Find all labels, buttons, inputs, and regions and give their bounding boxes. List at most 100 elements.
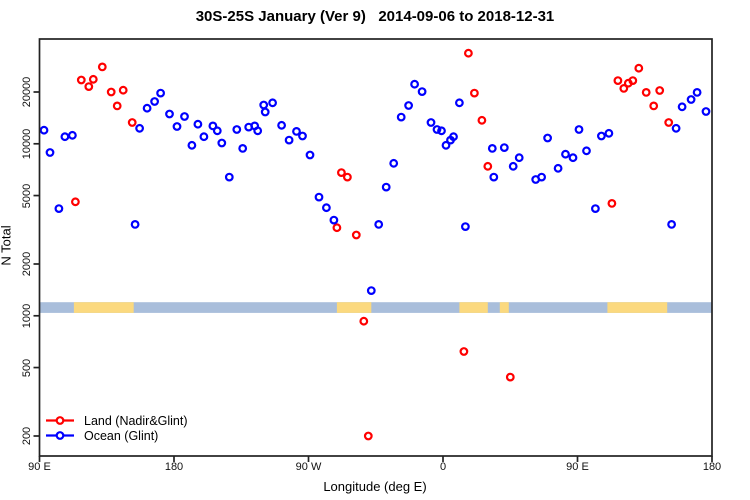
- data-point-land: [459, 347, 469, 356]
- data-point-ocean: [305, 150, 315, 160]
- data-point-land: [337, 168, 346, 178]
- surface-band-land-segment: [336, 302, 372, 313]
- legend-item-land: Land (Nadir&Glint): [44, 413, 188, 428]
- data-point-land: [477, 115, 487, 125]
- data-point-ocean: [537, 172, 546, 182]
- data-point-land: [607, 198, 617, 208]
- data-point-ocean: [568, 153, 578, 163]
- data-point-ocean: [314, 192, 324, 202]
- data-point-ocean: [553, 163, 563, 173]
- data-point-ocean: [437, 126, 446, 136]
- data-point-land: [118, 85, 128, 95]
- data-point-ocean: [366, 286, 376, 296]
- x-tick-label: 0: [439, 461, 447, 473]
- data-point-ocean: [426, 118, 436, 127]
- data-point-ocean: [455, 98, 464, 108]
- data-point-ocean: [268, 98, 278, 108]
- data-point-ocean: [165, 109, 174, 119]
- x-axis-title: Longitude (deg E): [323, 479, 427, 494]
- data-point-ocean: [667, 219, 676, 229]
- y-tick-label: 500: [21, 358, 33, 377]
- data-point-land: [106, 87, 116, 97]
- data-point-ocean: [135, 123, 145, 133]
- x-tick-label: 90 W: [295, 461, 322, 473]
- x-tick-label: 180: [702, 461, 722, 473]
- data-point-ocean: [156, 88, 166, 98]
- surface-band-land-segment: [459, 302, 488, 313]
- plot-border: [38, 38, 713, 457]
- data-point-land: [464, 48, 473, 58]
- data-point-ocean: [172, 122, 182, 131]
- data-point-ocean: [45, 148, 55, 157]
- data-point-land: [363, 431, 373, 441]
- data-point-ocean: [508, 161, 518, 171]
- data-point-land: [84, 82, 94, 91]
- data-point-ocean: [489, 172, 499, 182]
- y-tick-label: 2000: [21, 251, 33, 277]
- data-point-ocean: [39, 125, 49, 135]
- data-point-land: [97, 62, 107, 72]
- data-point-ocean: [150, 97, 160, 106]
- data-point-ocean: [322, 203, 331, 213]
- data-point-land: [619, 83, 629, 93]
- legend: Land (Nadir&Glint) Ocean (Glint): [44, 413, 188, 443]
- data-point-ocean: [389, 158, 399, 168]
- data-point-ocean: [142, 103, 152, 113]
- data-point-ocean: [212, 126, 222, 136]
- y-axis-title: N Total: [0, 225, 14, 266]
- x-tick-label: 90 E: [28, 461, 51, 473]
- data-point-ocean: [253, 126, 263, 136]
- data-point-ocean: [461, 222, 470, 232]
- data-point-ocean: [686, 95, 696, 104]
- ocean-series-marker-icon: [44, 429, 76, 442]
- legend-label-land: Land (Nadir&Glint): [84, 413, 188, 428]
- data-point-ocean: [441, 140, 451, 150]
- data-point-land: [76, 75, 86, 85]
- data-point-ocean: [574, 125, 584, 134]
- data-point-ocean: [499, 143, 509, 153]
- data-point-ocean: [284, 135, 294, 145]
- data-point-ocean: [514, 153, 524, 163]
- y-tick-label: 20000: [21, 76, 33, 108]
- data-point-ocean: [374, 219, 384, 229]
- data-point-ocean: [543, 133, 552, 143]
- data-point-ocean: [217, 138, 227, 148]
- data-point-ocean: [260, 107, 270, 117]
- surface-band-land-segment: [607, 302, 668, 313]
- data-point-ocean: [193, 119, 203, 129]
- surface-band-land-segment: [73, 302, 134, 313]
- data-point-land: [505, 372, 515, 382]
- data-point-land: [613, 76, 623, 85]
- data-point-land: [88, 74, 98, 84]
- data-point-ocean: [199, 132, 209, 142]
- data-point-land: [127, 118, 137, 127]
- data-point-ocean: [597, 131, 606, 141]
- data-point-ocean: [238, 143, 248, 153]
- data-point-ocean: [180, 112, 189, 121]
- y-tick-label: 5000: [21, 183, 33, 208]
- data-point-ocean: [292, 126, 301, 136]
- surface-band-ocean: [39, 302, 712, 313]
- chart-title: 30S-25S January (Ver 9) 2014-09-06 to 20…: [195, 8, 555, 25]
- data-point-ocean: [410, 79, 420, 89]
- data-point-ocean: [487, 143, 497, 153]
- data-point-ocean: [54, 204, 64, 214]
- data-point-ocean: [187, 140, 197, 150]
- data-point-land: [655, 86, 665, 95]
- data-point-ocean: [582, 146, 591, 156]
- data-point-ocean: [701, 107, 711, 116]
- surface-band-land-segment: [499, 302, 509, 313]
- data-point-land: [343, 172, 352, 182]
- data-point-ocean: [277, 120, 287, 130]
- legend-label-ocean: Ocean (Glint): [84, 428, 159, 443]
- data-point-ocean: [298, 131, 307, 141]
- data-point-land: [483, 161, 493, 171]
- data-point-land: [351, 230, 361, 240]
- data-point-ocean: [692, 87, 702, 97]
- data-point-ocean: [224, 172, 234, 182]
- data-point-ocean: [449, 132, 458, 142]
- x-tick-label: 90 E: [566, 461, 589, 473]
- data-point-ocean: [130, 219, 140, 229]
